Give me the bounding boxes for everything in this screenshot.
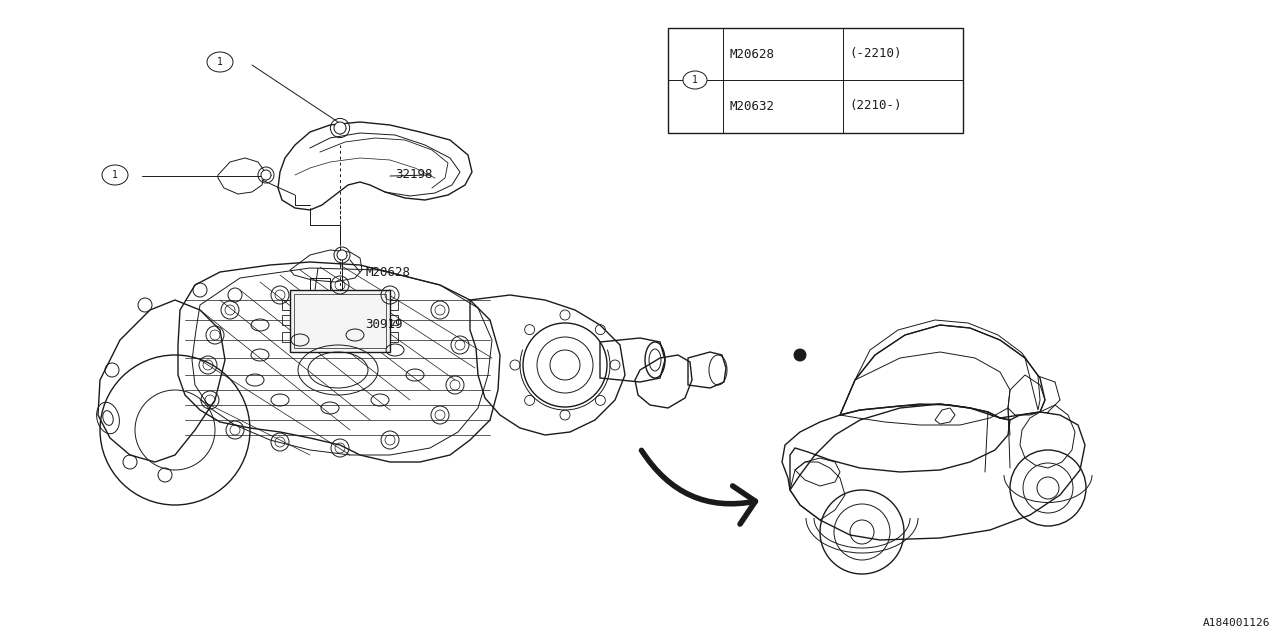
Ellipse shape: [207, 52, 233, 72]
Text: 1: 1: [692, 75, 698, 85]
Text: M20628: M20628: [730, 47, 774, 61]
FancyArrowPatch shape: [641, 451, 755, 524]
Text: M20628: M20628: [365, 266, 410, 278]
Text: 1: 1: [113, 170, 118, 180]
Text: (-2210): (-2210): [849, 47, 901, 61]
Text: 1: 1: [218, 57, 223, 67]
Text: (2210-): (2210-): [849, 99, 901, 113]
Ellipse shape: [684, 71, 707, 89]
Ellipse shape: [102, 165, 128, 185]
Text: 30919: 30919: [365, 319, 402, 332]
Circle shape: [794, 349, 806, 361]
Circle shape: [337, 250, 347, 260]
Text: M20632: M20632: [730, 99, 774, 113]
Circle shape: [334, 122, 346, 134]
Text: 32198: 32198: [396, 168, 433, 182]
Text: A184001126: A184001126: [1202, 618, 1270, 628]
Circle shape: [261, 170, 271, 180]
Polygon shape: [291, 290, 390, 352]
